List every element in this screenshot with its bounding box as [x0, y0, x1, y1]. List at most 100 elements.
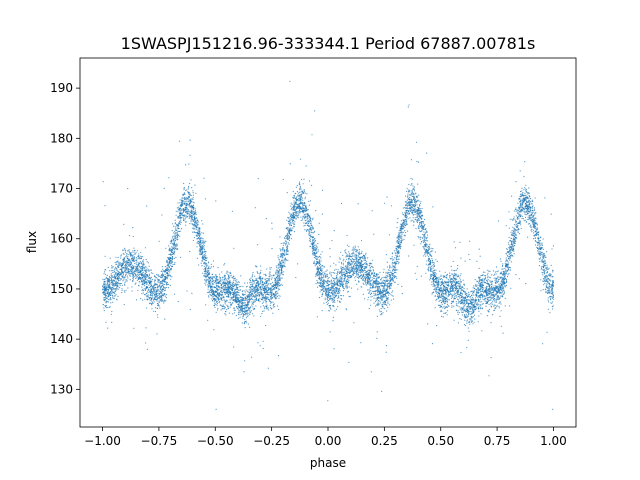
data-point — [174, 249, 176, 251]
data-point — [510, 287, 512, 289]
data-point — [278, 269, 281, 271]
data-point — [479, 304, 481, 306]
data-point — [261, 313, 263, 315]
data-point — [477, 296, 479, 298]
data-point — [519, 190, 522, 193]
data-point — [102, 181, 104, 183]
data-point — [391, 256, 393, 258]
data-point — [502, 296, 504, 298]
data-point — [547, 281, 549, 283]
data-point — [410, 220, 412, 222]
data-point — [431, 284, 433, 286]
data-point — [460, 351, 462, 354]
data-point — [156, 274, 158, 276]
data-point — [474, 301, 476, 303]
data-point — [345, 282, 347, 284]
data-point — [368, 271, 370, 273]
data-point — [207, 262, 209, 264]
data-point — [457, 313, 459, 315]
data-point — [156, 314, 158, 316]
data-point — [376, 296, 378, 299]
data-point — [416, 221, 418, 224]
data-point — [538, 265, 541, 267]
data-point — [257, 244, 259, 246]
data-point — [373, 302, 375, 304]
data-point — [406, 188, 408, 190]
data-point — [194, 208, 196, 210]
data-point — [135, 282, 137, 284]
data-point — [518, 198, 520, 200]
data-point — [140, 255, 142, 257]
data-point — [192, 208, 194, 210]
data-point — [218, 302, 220, 304]
data-point — [349, 267, 351, 269]
data-point — [117, 282, 119, 284]
data-point — [200, 262, 202, 264]
data-point — [260, 291, 263, 293]
data-point — [468, 330, 470, 332]
data-point — [494, 285, 496, 287]
data-point — [365, 281, 367, 283]
data-point — [316, 256, 318, 258]
data-point — [336, 273, 338, 275]
data-point — [113, 298, 115, 300]
data-point — [192, 201, 194, 203]
data-point — [432, 285, 434, 287]
data-point — [243, 371, 245, 373]
data-point — [211, 294, 213, 296]
data-point — [385, 272, 387, 274]
data-point — [300, 188, 302, 190]
data-point — [296, 184, 298, 187]
data-point — [390, 293, 392, 295]
data-point — [511, 195, 513, 197]
data-point — [495, 273, 497, 275]
data-point — [109, 277, 111, 279]
data-point — [543, 268, 545, 270]
data-point — [371, 210, 373, 212]
data-point — [528, 215, 530, 217]
data-point — [358, 276, 360, 278]
data-point — [450, 297, 452, 299]
data-point — [540, 268, 542, 270]
data-point — [499, 315, 501, 317]
data-point — [193, 236, 195, 239]
data-point — [527, 193, 529, 195]
data-point — [497, 296, 499, 298]
data-point — [401, 223, 403, 226]
data-point — [284, 266, 286, 268]
data-point — [132, 258, 134, 260]
data-point — [212, 296, 214, 298]
data-point — [279, 256, 281, 258]
data-point — [407, 195, 409, 197]
data-point — [119, 282, 121, 285]
data-point — [348, 253, 350, 255]
data-point — [266, 304, 268, 306]
data-point — [321, 310, 323, 312]
data-point — [129, 268, 131, 270]
data-point — [419, 205, 421, 207]
data-point — [396, 240, 398, 242]
data-point — [290, 221, 292, 223]
data-point — [181, 228, 183, 230]
data-point — [524, 212, 526, 214]
data-point — [248, 297, 251, 299]
data-point — [172, 223, 174, 225]
data-point — [228, 301, 230, 304]
data-point — [518, 207, 520, 209]
data-point — [391, 291, 393, 293]
data-point — [297, 195, 299, 197]
data-point — [341, 282, 343, 284]
data-point — [257, 178, 259, 180]
data-point — [514, 234, 516, 236]
data-point — [136, 250, 138, 252]
data-point — [293, 200, 295, 202]
data-point — [303, 213, 305, 216]
data-point — [286, 192, 288, 194]
data-point — [176, 207, 178, 209]
data-point — [451, 269, 453, 271]
data-point — [442, 292, 444, 294]
data-point — [220, 298, 222, 301]
data-point — [292, 227, 294, 229]
data-point — [250, 281, 252, 283]
data-point — [253, 287, 255, 289]
